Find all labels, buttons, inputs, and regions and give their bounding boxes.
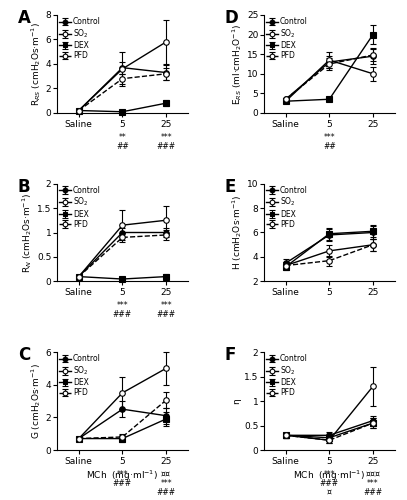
X-axis label: MCh  (mg·ml$^{-1}$): MCh (mg·ml$^{-1}$) (293, 468, 365, 483)
Legend: Control, SO$_2$, DEX, PFD: Control, SO$_2$, DEX, PFD (265, 185, 309, 230)
Y-axis label: R$_{RS}$ (cmH$_2$Os·m$^{-1}$): R$_{RS}$ (cmH$_2$Os·m$^{-1}$) (29, 22, 43, 106)
Y-axis label: R$_{N}$ (cmH$_2$Os·m$^{-1}$): R$_{N}$ (cmH$_2$Os·m$^{-1}$) (20, 192, 34, 272)
Text: ***
###: *** ### (157, 132, 176, 150)
Text: ¤¤¤
***
###: ¤¤¤ *** ### (363, 470, 383, 496)
Text: **
##: ** ## (116, 132, 129, 150)
Text: ***
##: *** ## (323, 132, 336, 150)
Y-axis label: G (cmH$_2$Os·m$^{-1}$): G (cmH$_2$Os·m$^{-1}$) (29, 363, 43, 439)
Text: C: C (18, 346, 30, 364)
Legend: Control, SO$_2$, DEX, PFD: Control, SO$_2$, DEX, PFD (59, 16, 102, 61)
Y-axis label: E$_{RS}$ (ml·cmH$_2$O$^{-1}$): E$_{RS}$ (ml·cmH$_2$O$^{-1}$) (230, 24, 244, 104)
Text: ***
###: *** ### (113, 301, 132, 319)
Text: B: B (18, 178, 31, 196)
Text: A: A (18, 9, 31, 27)
Y-axis label: H (cmH$_2$Os·m$^{-1}$): H (cmH$_2$Os·m$^{-1}$) (230, 194, 244, 270)
Text: D: D (225, 9, 239, 27)
Legend: Control, SO$_2$, DEX, PFD: Control, SO$_2$, DEX, PFD (59, 185, 102, 230)
Legend: Control, SO$_2$, DEX, PFD: Control, SO$_2$, DEX, PFD (59, 354, 102, 398)
Text: ¤¤
***
###: ¤¤ *** ### (157, 470, 176, 496)
Y-axis label: η: η (232, 398, 241, 404)
Legend: Control, SO$_2$, DEX, PFD: Control, SO$_2$, DEX, PFD (265, 354, 309, 398)
Text: E: E (225, 178, 236, 196)
Text: F: F (225, 346, 236, 364)
X-axis label: MCh  (mg·ml$^{-1}$): MCh (mg·ml$^{-1}$) (86, 468, 158, 483)
Text: ***
###: *** ### (113, 470, 132, 488)
Legend: Control, SO$_2$, DEX, PFD: Control, SO$_2$, DEX, PFD (265, 16, 309, 61)
Text: ***
###
¤: *** ### ¤ (320, 470, 339, 496)
Text: ***
###: *** ### (157, 301, 176, 319)
